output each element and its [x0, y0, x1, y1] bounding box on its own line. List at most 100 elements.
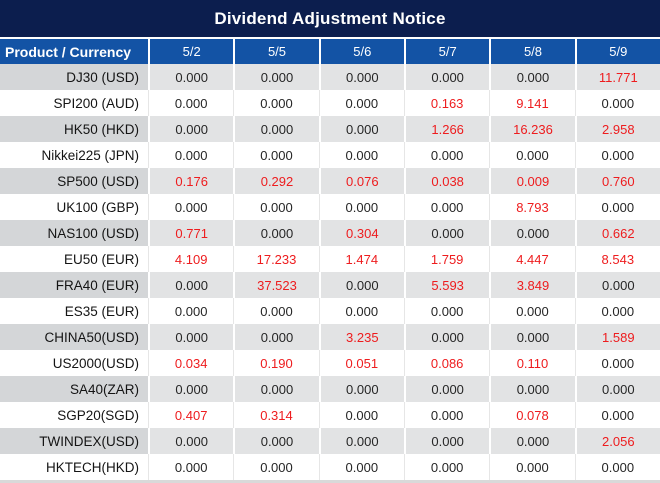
value-cell: 5.593: [403, 272, 490, 298]
value-cell: 0.000: [403, 428, 490, 454]
value-cell: 0.000: [574, 350, 660, 376]
value-cell: 0.000: [403, 402, 490, 428]
table-row: DJ30 (USD) 0.000 0.000 0.000 0.000 0.000 11.77…: [0, 64, 660, 90]
value-cell: 0.051: [318, 350, 404, 376]
value-cell: 0.000: [489, 376, 575, 402]
product-cell: DJ30 (USD): [0, 64, 148, 90]
value-cell: 4.109: [148, 246, 234, 272]
value-cell: 0.000: [403, 194, 490, 220]
value-cell: 2.056: [574, 428, 660, 454]
value-cell: 1.589: [574, 324, 660, 350]
value-cell: 0.000: [318, 194, 404, 220]
value-cell: 3.849: [489, 272, 575, 298]
value-cell: 0.000: [574, 142, 660, 168]
value-cell: 0.086: [403, 350, 490, 376]
value-cell: 0.407: [148, 402, 234, 428]
value-cell: 0.000: [148, 142, 234, 168]
value-cell: 0.000: [318, 402, 404, 428]
value-cell: 0.078: [489, 402, 575, 428]
value-cell: 0.000: [318, 64, 404, 90]
value-cell: 0.000: [318, 116, 404, 142]
value-cell: 0.038: [403, 168, 490, 194]
table-row: SP500 (USD) 0.176 0.292 0.076 0.038 0.009 0.76…: [0, 168, 660, 194]
product-cell: EU50 (EUR): [0, 246, 148, 272]
value-cell: 0.000: [403, 64, 490, 90]
column-header-date-5: 5/8: [489, 39, 574, 64]
value-cell: 17.233: [233, 246, 319, 272]
value-cell: 0.000: [318, 428, 404, 454]
column-header-product-currency: Product / Currency: [5, 43, 132, 60]
table-row: ES35 (EUR) 0.000 0.000 0.000 0.000 0.000 0.000: [0, 298, 660, 324]
table-row: EU50 (EUR) 4.109 17.233 1.474 1.759 4.447 8.54…: [0, 246, 660, 272]
product-cell: SP500 (USD): [0, 168, 148, 194]
table-row: NAS100 (USD) 0.771 0.000 0.304 0.000 0.000 0.6…: [0, 220, 660, 246]
value-cell: 0.000: [148, 376, 234, 402]
value-cell: 0.190: [233, 350, 319, 376]
table-row: Nikkei225 (JPN) 0.000 0.000 0.000 0.000 0.000…: [0, 142, 660, 168]
value-cell: 0.000: [318, 142, 404, 168]
product-cell: HK50 (HKD): [0, 116, 148, 142]
value-cell: 0.000: [148, 428, 234, 454]
value-cell: 0.000: [148, 454, 234, 480]
product-cell: UK100 (GBP): [0, 194, 148, 220]
value-cell: 0.000: [403, 324, 490, 350]
value-cell: 0.662: [574, 220, 660, 246]
value-cell: 0.292: [233, 168, 319, 194]
value-cell: 11.771: [574, 64, 660, 90]
value-cell: 0.000: [574, 376, 660, 402]
value-cell: 0.000: [148, 324, 234, 350]
value-cell: 8.793: [489, 194, 575, 220]
product-cell: SPI200 (AUD): [0, 90, 148, 116]
value-cell: 0.000: [233, 116, 319, 142]
value-cell: 0.000: [233, 220, 319, 246]
value-cell: 0.000: [233, 428, 319, 454]
value-cell: 0.314: [233, 402, 319, 428]
table-row: SA40(ZAR) 0.000 0.000 0.000 0.000 0.000 0.000: [0, 376, 660, 402]
table-body: DJ30 (USD) 0.000 0.000 0.000 0.000 0.000 11.77…: [0, 64, 660, 483]
value-cell: 2.958: [574, 116, 660, 142]
product-cell: NAS100 (USD): [0, 220, 148, 246]
product-cell: US2000(USD): [0, 350, 148, 376]
table-row: FRA40 (EUR) 0.000 37.523 0.000 5.593 3.849 0.0…: [0, 272, 660, 298]
value-cell: 0.076: [318, 168, 404, 194]
table-row: TWINDEX(USD) 0.000 0.000 0.000 0.000 0.000 2.0…: [0, 428, 660, 454]
value-cell: 0.034: [148, 350, 234, 376]
value-cell: 0.000: [318, 376, 404, 402]
value-cell: 0.000: [233, 376, 319, 402]
value-cell: 0.000: [318, 90, 404, 116]
column-header-date-1: 5/2: [148, 39, 233, 64]
table-row: SGP20(SGD) 0.407 0.314 0.000 0.000 0.078 0.000: [0, 402, 660, 428]
value-cell: 0.000: [574, 272, 660, 298]
product-cell: ES35 (EUR): [0, 298, 148, 324]
value-cell: 0.000: [148, 194, 234, 220]
table-row: HK50 (HKD) 0.000 0.000 0.000 1.266 16.236 2.95…: [0, 116, 660, 142]
table-row: US2000(USD) 0.034 0.190 0.051 0.086 0.110 0.00…: [0, 350, 660, 376]
value-cell: 0.000: [574, 90, 660, 116]
value-cell: 0.000: [403, 142, 490, 168]
value-cell: 0.110: [489, 350, 575, 376]
value-cell: 0.000: [233, 90, 319, 116]
value-cell: 0.000: [574, 298, 660, 324]
value-cell: 0.000: [233, 64, 319, 90]
value-cell: 0.000: [574, 194, 660, 220]
value-cell: 0.000: [489, 64, 575, 90]
value-cell: 0.000: [318, 298, 404, 324]
page-title: Dividend Adjustment Notice: [0, 0, 660, 37]
product-cell: TWINDEX(USD): [0, 428, 148, 454]
value-cell: 0.000: [574, 402, 660, 428]
value-cell: 0.760: [574, 168, 660, 194]
value-cell: 0.000: [233, 454, 319, 480]
value-cell: 3.235: [318, 324, 404, 350]
table-row: SPI200 (AUD) 0.000 0.000 0.000 0.163 9.141 0.0…: [0, 90, 660, 116]
value-cell: 0.000: [403, 376, 490, 402]
value-cell: 0.000: [489, 324, 575, 350]
value-cell: 9.141: [489, 90, 575, 116]
product-cell: SA40(ZAR): [0, 376, 148, 402]
value-cell: 37.523: [233, 272, 319, 298]
value-cell: 0.000: [148, 90, 234, 116]
value-cell: 0.000: [403, 220, 490, 246]
product-cell: CHINA50(USD): [0, 324, 148, 350]
value-cell: 1.266: [403, 116, 490, 142]
value-cell: 0.000: [574, 454, 660, 480]
